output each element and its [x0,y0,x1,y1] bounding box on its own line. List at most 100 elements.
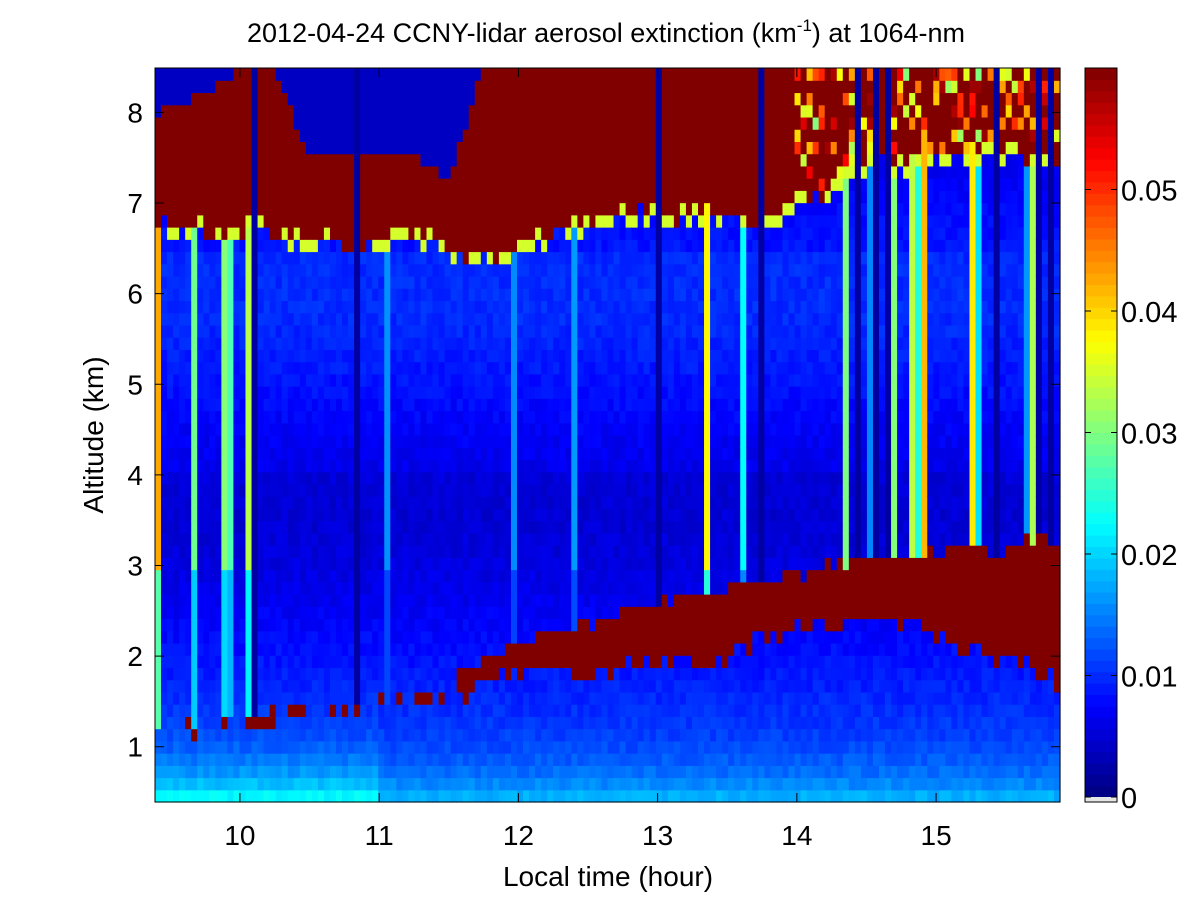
heatmap-cell [233,129,241,142]
heatmap-cell [372,557,379,571]
heatmap-cell [245,508,253,522]
heatmap-cell [450,141,458,155]
heatmap-cell [601,129,609,142]
heatmap-cell [185,581,192,595]
heatmap-cell [589,92,597,106]
heatmap-cell [239,116,247,130]
heatmap-cell [420,532,428,546]
heatmap-cell [299,728,307,742]
heatmap-cell [227,765,235,779]
heatmap-cell [517,227,524,240]
heatmap-cell [408,447,416,461]
heatmap-cell [450,471,458,485]
heatmap-cell [444,606,452,620]
heatmap-cell [571,532,578,546]
heatmap-cell [649,300,657,314]
heatmap-cell [553,594,560,607]
heatmap-cell [510,300,518,314]
heatmap-cell [251,728,259,742]
heatmap-cell [167,129,174,142]
heatmap-cell [384,349,391,363]
heatmap-cell [547,239,554,253]
heatmap-cell [275,263,283,277]
heatmap-cell [342,606,349,620]
heatmap-cell [251,716,259,730]
heatmap-cell [589,569,597,583]
heatmap-cell [384,679,391,693]
heatmap-cell [517,165,524,179]
heatmap-cell [619,532,627,546]
heatmap-cell [402,704,409,717]
heatmap-cell [281,630,289,644]
heatmap-cell [378,129,385,142]
heatmap-cell [613,386,621,399]
heatmap-cell [209,532,216,546]
heatmap-cell [613,141,621,155]
heatmap-cell [444,104,452,118]
heatmap-cell [366,447,373,461]
heatmap-cell [360,459,367,473]
heatmap-cell [173,141,180,155]
heatmap-cell [595,410,603,424]
heatmap-cell [287,190,295,204]
heatmap-cell [474,398,482,412]
heatmap-cell [233,642,241,656]
heatmap-cell [510,361,518,375]
heatmap-cell [329,483,337,497]
heatmap-cell [348,520,355,534]
heatmap-cell [329,740,337,754]
heatmap-cell [643,251,651,265]
heatmap-cell [209,667,216,681]
heatmap-cell [185,80,192,94]
heatmap-cell [450,239,458,253]
heatmap-cell [541,642,548,656]
heatmap-cell [299,410,307,424]
heatmap-cell [323,716,331,730]
heatmap-cell [577,288,584,302]
heatmap-cell [245,300,253,314]
heatmap-cell [438,129,446,142]
heatmap-cell [613,116,621,130]
heatmap-cell [529,104,536,118]
heatmap-cell [209,386,216,399]
heatmap-cell [523,80,530,94]
heatmap-cell [553,80,560,94]
heatmap-cell [559,202,566,216]
heatmap-cell [553,275,560,289]
heatmap-cell [619,300,627,314]
heatmap-cell [323,214,331,228]
heatmap-cell [444,141,452,155]
heatmap-cell [329,312,337,326]
heatmap-cell [305,508,313,522]
heatmap-cell [336,765,343,779]
heatmap-cell [432,520,440,534]
heatmap-cell [329,239,337,253]
heatmap-cell [215,753,222,766]
heatmap-cell [510,275,518,289]
heatmap-cell [523,496,530,509]
heatmap-cell [541,716,548,730]
heatmap-cell [474,92,482,106]
heatmap-cell [625,239,633,253]
heatmap-cell [529,361,536,375]
heatmap-cell [450,642,458,656]
heatmap-cell [329,178,337,191]
heatmap-cell [329,704,337,717]
heatmap-cell [323,594,331,607]
heatmap-cell [233,190,241,204]
heatmap-cell [601,337,609,350]
heatmap-cell [589,642,597,656]
heatmap-cell [456,459,464,473]
heatmap-cell [595,349,603,363]
heatmap-cell [161,630,168,644]
heatmap-cell [354,337,361,350]
heatmap-cell [179,153,186,167]
heatmap-cell [227,691,235,705]
heatmap-cell [336,227,343,240]
heatmap-cell [173,728,180,742]
heatmap-cell [517,630,524,644]
heatmap-cell [486,300,494,314]
heatmap-cell [329,227,337,240]
heatmap-cell [317,618,325,632]
heatmap-cell [269,655,277,669]
